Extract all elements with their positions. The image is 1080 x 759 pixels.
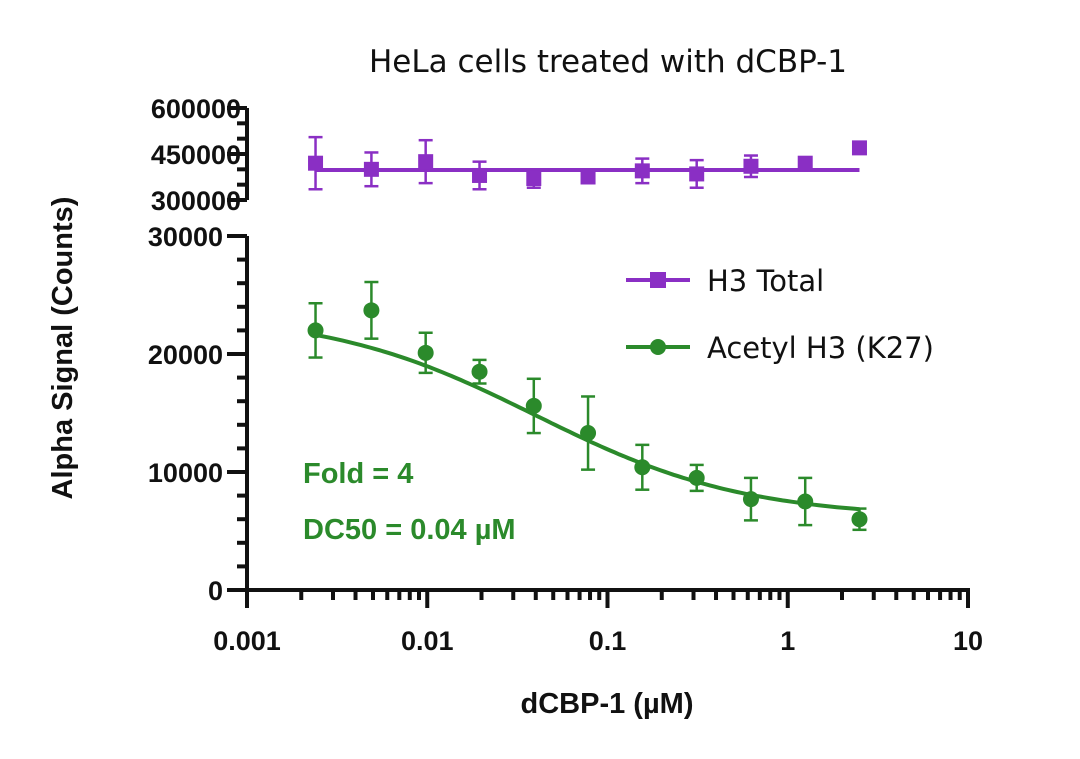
legend-square-marker (650, 272, 666, 288)
acetyl-point (851, 511, 868, 528)
y-tick-label: 300000 (151, 186, 241, 216)
legend-h3-total-label: H3 Total (707, 264, 824, 298)
acetyl-point (525, 397, 542, 414)
legend: H3 Total Acetyl H3 (K27) (626, 264, 934, 365)
y-tick-label: 450000 (151, 140, 241, 170)
h3-total-point (797, 155, 813, 171)
h3-total-point (472, 167, 488, 183)
y-tick-label: 600000 (151, 94, 241, 124)
h3-total-point (851, 140, 867, 156)
acetyl-point (742, 491, 759, 508)
dc50-annotation: DC50 = 0.04 µM (303, 514, 516, 546)
fold-annotation: Fold = 4 (303, 458, 413, 490)
axes: 600000 450000 300000 30000 20000 10000 0 0.001 0… (148, 94, 983, 656)
x-tick-label: 0.1 (589, 626, 627, 656)
acetyl-point (797, 493, 814, 510)
data-points (307, 135, 868, 532)
x-tick-label: 1 (780, 626, 795, 656)
y-tick-label: 30000 (148, 222, 223, 252)
x-tick-label: 10 (953, 626, 983, 656)
legend-circle-marker (650, 339, 666, 355)
y-tick-label: 0 (208, 576, 223, 606)
acetyl-point (417, 344, 434, 361)
acetyl-point (471, 363, 488, 380)
acetyl-point (363, 302, 380, 319)
acetyl-point (634, 459, 651, 476)
y-axis-label: Alpha Signal (Counts) (47, 197, 79, 500)
h3-total-point (689, 166, 705, 182)
h3-total-point (634, 163, 650, 179)
x-axis-label: dCBP-1 (µM) (521, 688, 694, 720)
h3-total-point (526, 171, 542, 187)
x-tick-label: 0.001 (213, 626, 281, 656)
h3-total-point (363, 161, 379, 177)
y-tick-label: 10000 (148, 458, 223, 488)
chart-title: HeLa cells treated with dCBP-1 (369, 44, 847, 80)
h3-total-point (308, 155, 324, 171)
acetyl-point (307, 322, 324, 339)
h3-total-point (418, 154, 434, 170)
h3-total-point (580, 169, 596, 185)
x-tick-label: 0.01 (401, 626, 454, 656)
acetyl-point (580, 425, 597, 442)
y-tick-label: 20000 (148, 340, 223, 370)
legend-acetyl-label: Acetyl H3 (K27) (707, 331, 934, 365)
h3-total-point (743, 158, 759, 174)
acetyl-point (688, 469, 705, 486)
